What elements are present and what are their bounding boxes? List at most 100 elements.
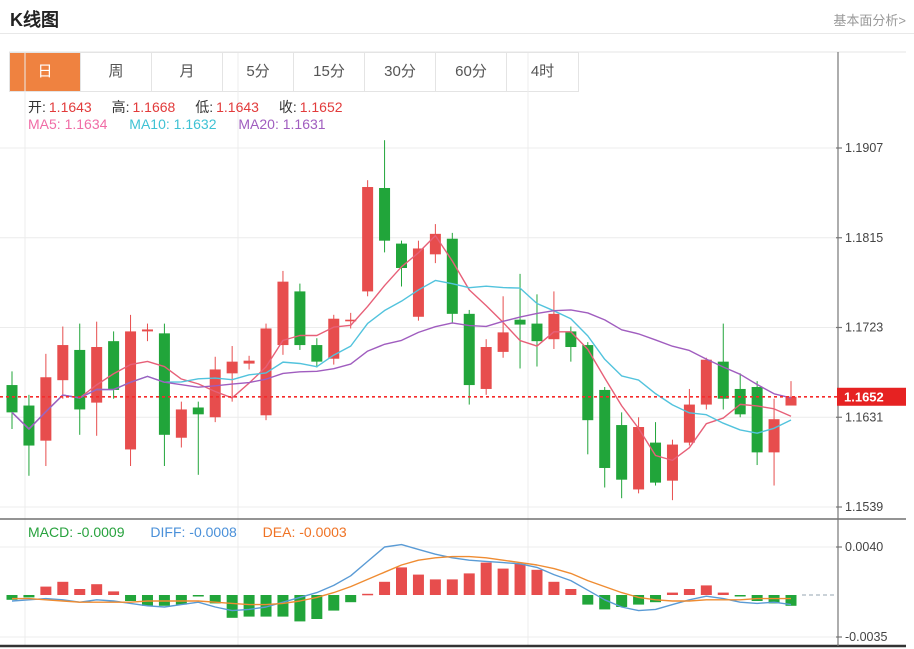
candle-up — [226, 361, 238, 374]
macd-bar — [311, 595, 323, 619]
fundamental-analysis-link[interactable]: 基本面分析> — [833, 13, 906, 28]
macd-bar — [446, 579, 458, 595]
macd-bar — [666, 592, 678, 595]
candle-down — [717, 361, 729, 399]
ma-legend: MA5: 1.1634 MA10: 1.1632 MA20: 1.1631 — [28, 116, 326, 132]
macd-bar — [531, 569, 543, 595]
tab-30min[interactable]: 30分 — [365, 53, 436, 91]
candle-down — [514, 319, 526, 325]
close-value: 1.1652 — [299, 99, 343, 115]
macd-bar — [345, 595, 357, 603]
macd-bar — [362, 593, 374, 596]
macd-bar — [785, 595, 797, 606]
ma5-label: MA5: — [28, 116, 61, 132]
macd-bar — [277, 595, 289, 617]
macd-bar — [396, 567, 407, 595]
candle-up — [785, 396, 797, 406]
candle-up — [412, 248, 424, 317]
tab-15min[interactable]: 15分 — [294, 53, 365, 91]
macd-bar — [226, 595, 238, 618]
macd-bar — [6, 595, 18, 600]
macd-bar — [175, 595, 187, 605]
macd-bar — [582, 595, 594, 605]
candle-up — [277, 281, 289, 346]
macd-legend: MACD: -0.0009 DIFF: -0.0008 DEA: -0.0003 — [28, 524, 347, 540]
axis-tick-label: 1.1539 — [845, 500, 883, 514]
candle-down — [446, 238, 458, 314]
candle-up — [480, 347, 492, 389]
macd-value: -0.0009 — [77, 524, 125, 540]
macd-bar — [429, 579, 441, 595]
open-value: 1.1643 — [48, 99, 92, 115]
last-price-tag-text: 1.1652 — [844, 389, 884, 404]
macd-bar — [294, 595, 306, 622]
candle-up — [429, 233, 441, 255]
macd-bar — [40, 586, 52, 595]
diff-value: -0.0008 — [189, 524, 237, 540]
tab-5min[interactable]: 5分 — [223, 53, 294, 91]
macd-label: MACD: — [28, 524, 74, 540]
candle-down — [650, 442, 662, 483]
candle-down — [108, 341, 120, 390]
macd-bar — [379, 581, 391, 595]
candle-down — [734, 388, 746, 415]
candle-up — [362, 187, 374, 292]
last-price-tag — [837, 387, 906, 406]
candle-down — [6, 385, 18, 413]
candle-up — [91, 347, 103, 403]
candle-up — [125, 331, 137, 450]
close-label: 收: — [278, 99, 297, 115]
candle-up — [260, 328, 272, 416]
candle-down — [23, 405, 35, 446]
ma5-line — [11, 234, 792, 462]
diff-line — [11, 543, 792, 612]
dea-value: -0.0003 — [299, 524, 347, 540]
diff-label: DIFF: — [150, 524, 186, 540]
ma10-value: 1.1632 — [173, 116, 217, 132]
candle-up — [141, 329, 153, 332]
candle-down — [74, 349, 86, 410]
candle-up — [633, 427, 645, 490]
candle-up — [328, 318, 340, 359]
candle-up — [768, 419, 780, 453]
macd-bar — [616, 595, 628, 607]
candle-up — [683, 404, 695, 443]
dea-label: DEA: — [262, 524, 296, 540]
tab-day[interactable]: 日 — [10, 53, 81, 91]
macd-bar — [463, 573, 475, 595]
macd-bar — [548, 581, 560, 595]
ma10-label: MA10: — [129, 116, 170, 132]
tab-week[interactable]: 周 — [81, 53, 152, 91]
low-label: 低: — [195, 99, 214, 115]
tab-month[interactable]: 月 — [152, 53, 223, 91]
macd-bar — [650, 595, 662, 603]
macd-bar — [108, 591, 120, 595]
candle-up — [548, 313, 560, 340]
candle-down — [582, 345, 594, 421]
macd-bar — [599, 595, 611, 610]
candle-up — [175, 409, 187, 438]
axis-tick-label: 1.1815 — [845, 231, 883, 245]
candle-up — [497, 332, 509, 352]
candle-down — [616, 425, 628, 480]
interval-tabbar: 日周月 5分 15分 30分 60分 4时 — [9, 52, 579, 92]
macd-bar — [497, 568, 509, 595]
low-value: 1.1643 — [216, 99, 259, 115]
macd-bar — [633, 595, 645, 605]
macd-bar — [683, 589, 695, 595]
open-label: 开: — [28, 99, 46, 115]
macd-bar — [514, 563, 526, 595]
ma20-label: MA20: — [238, 116, 279, 132]
candle-down — [599, 389, 611, 468]
tab-4hour[interactable]: 4时 — [507, 53, 578, 91]
tab-60min[interactable]: 60分 — [436, 53, 507, 91]
macd-bar — [23, 595, 35, 598]
high-label: 高: — [111, 99, 130, 115]
macd-bar — [412, 574, 424, 595]
candle-down — [294, 291, 306, 346]
candle-down — [751, 387, 763, 453]
ohlc-legend: 开: 1.1643 高: 1.1668 低: 1.1643 收: 1.1652 — [28, 97, 359, 117]
candle-up — [57, 345, 69, 381]
